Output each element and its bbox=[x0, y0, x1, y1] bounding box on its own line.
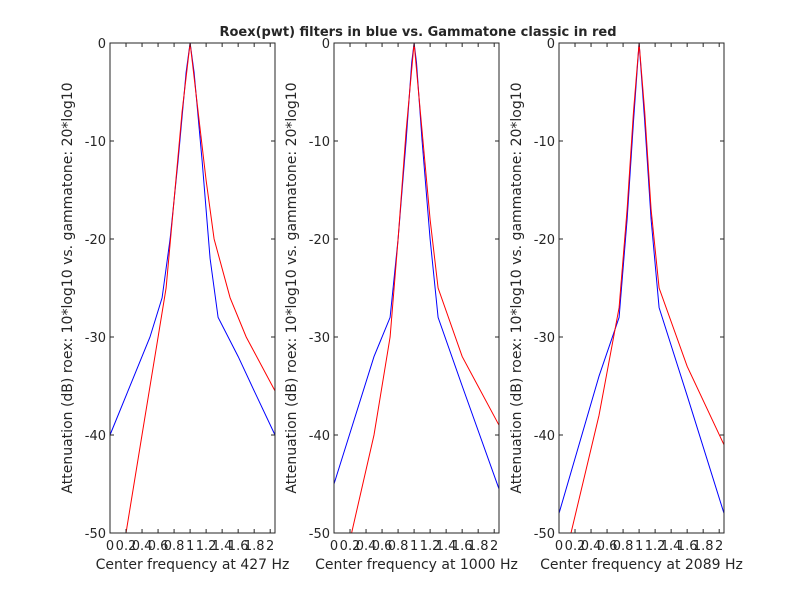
x-tick-label: 1.8 bbox=[244, 539, 265, 554]
roex-line bbox=[333, 42, 500, 490]
y-tick-label: -10 bbox=[85, 135, 106, 150]
gammatone-line bbox=[351, 42, 500, 534]
x-tick-label: 0.8 bbox=[613, 539, 634, 554]
x-tick-label: 0.4 bbox=[132, 539, 153, 554]
x-tick-label: 1.2 bbox=[196, 539, 217, 554]
y-tick-label: -40 bbox=[534, 429, 555, 444]
x-axis-label: Center frequency at 1000 Hz bbox=[315, 557, 518, 573]
x-tick-label: 1.2 bbox=[645, 539, 666, 554]
roex-line bbox=[109, 42, 276, 436]
subplot-1: 0 0.20.40.60.8 1 1.21.41.61.8 2-50-40-30-20-… bbox=[60, 37, 289, 573]
y-tick-label: -50 bbox=[85, 527, 106, 542]
figure-title: Roex(pwt) filters in blue vs. Gammatone … bbox=[219, 25, 616, 40]
x-axis-label: Center frequency at 2089 Hz bbox=[540, 557, 743, 573]
y-tick-label: -10 bbox=[534, 135, 555, 150]
gammatone-line bbox=[125, 42, 276, 534]
axes-box bbox=[333, 42, 500, 534]
x-tick-label: 0.2 bbox=[340, 539, 361, 554]
x-tick-label: 1 bbox=[410, 539, 418, 554]
x-tick-label: 0.6 bbox=[148, 539, 169, 554]
x-tick-label: 1.4 bbox=[661, 539, 682, 554]
roex-line bbox=[558, 42, 725, 514]
y-tick-label: -20 bbox=[85, 233, 106, 248]
x-tick-label: 0.4 bbox=[581, 539, 602, 554]
y-tick-label: -10 bbox=[309, 135, 330, 150]
y-tick-label: -50 bbox=[534, 527, 555, 542]
x-tick-label: 0 bbox=[330, 539, 338, 554]
x-tick-label: 0.6 bbox=[372, 539, 393, 554]
x-tick-label: 0.6 bbox=[597, 539, 618, 554]
x-tick-label: 0.8 bbox=[164, 539, 185, 554]
y-axis-label: Attenuation (dB) roex: 10*log10 vs. gamm… bbox=[509, 82, 525, 493]
x-tick-label: 1.8 bbox=[693, 539, 714, 554]
y-tick-label: -40 bbox=[309, 429, 330, 444]
y-axis-label: Attenuation (dB) roex: 10*log10 vs. gamm… bbox=[60, 82, 76, 493]
x-tick-label: 2 bbox=[715, 539, 723, 554]
x-tick-label: 1.2 bbox=[420, 539, 441, 554]
subplot-3: 0 0.20.40.60.8 1 1.21.41.61.8 2-50-40-30-20-… bbox=[509, 37, 743, 573]
x-tick-label: 1.6 bbox=[452, 539, 473, 554]
x-tick-label: 1.8 bbox=[468, 539, 489, 554]
x-tick-label: 1 bbox=[635, 539, 643, 554]
axes-box bbox=[558, 42, 725, 534]
x-tick-label: 0 bbox=[555, 539, 563, 554]
x-tick-label: 1.6 bbox=[228, 539, 249, 554]
x-axis-label: Center frequency at 427 Hz bbox=[96, 557, 290, 573]
y-tick-label: -30 bbox=[309, 331, 330, 346]
y-tick-label: -30 bbox=[534, 331, 555, 346]
y-tick-label: 0 bbox=[547, 37, 555, 52]
y-tick-label: 0 bbox=[322, 37, 330, 52]
y-tick-label: -20 bbox=[534, 233, 555, 248]
y-tick-label: -50 bbox=[309, 527, 330, 542]
subplot-2: 0 0.20.40.60.8 1 1.21.41.61.8 2-50-40-30-20-… bbox=[284, 37, 518, 573]
y-axis-label: Attenuation (dB) roex: 10*log10 vs. gamm… bbox=[284, 82, 300, 493]
gammatone-line bbox=[570, 42, 725, 534]
y-tick-label: -20 bbox=[309, 233, 330, 248]
x-tick-label: 0.8 bbox=[388, 539, 409, 554]
x-tick-label: 1.4 bbox=[212, 539, 233, 554]
y-tick-label: 0 bbox=[98, 37, 106, 52]
x-tick-label: 0.2 bbox=[565, 539, 586, 554]
axes-box bbox=[109, 42, 276, 534]
x-tick-label: 1.6 bbox=[677, 539, 698, 554]
x-tick-label: 0 bbox=[106, 539, 114, 554]
y-tick-label: -40 bbox=[85, 429, 106, 444]
x-tick-label: 1 bbox=[186, 539, 194, 554]
x-tick-label: 1.4 bbox=[436, 539, 457, 554]
x-tick-label: 2 bbox=[490, 539, 498, 554]
y-tick-label: -30 bbox=[85, 331, 106, 346]
x-tick-label: 0.2 bbox=[116, 539, 137, 554]
x-tick-label: 0.4 bbox=[356, 539, 377, 554]
x-tick-label: 2 bbox=[266, 539, 274, 554]
